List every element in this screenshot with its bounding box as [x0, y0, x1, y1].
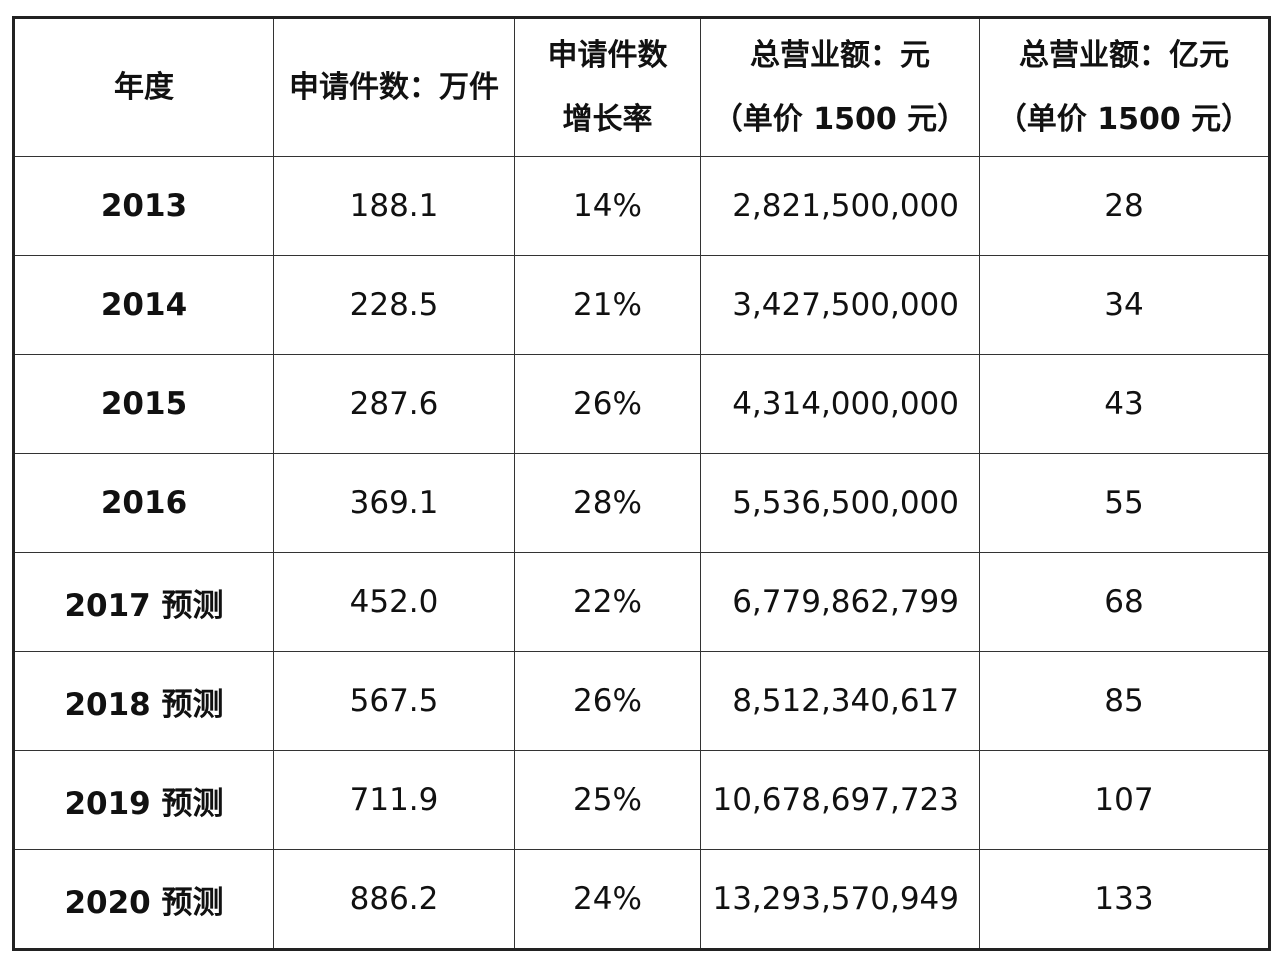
value-cell: 8,512,340,617	[700, 651, 980, 751]
value-cell: 2,821,500,000	[700, 156, 980, 256]
value-cell: 10,678,697,723	[700, 750, 980, 850]
value-cell: 26%	[514, 354, 701, 454]
value-cell: 14%	[514, 156, 701, 256]
value-cell: 3,427,500,000	[700, 255, 980, 355]
table-row: 2020 预测 886.2 24% 13,293,570,949 133	[13, 849, 1270, 950]
table-row: 2014 228.5 21% 3,427,500,000 34	[13, 255, 1270, 355]
value-cell: 85	[979, 651, 1270, 751]
value-cell: 22%	[514, 552, 701, 652]
table-row: 2016 369.1 28% 5,536,500,000 55	[13, 453, 1270, 553]
value-cell: 25%	[514, 750, 701, 850]
header-line: 总营业额：亿元	[1019, 37, 1229, 73]
header-line: （单价 1500 元）	[712, 101, 968, 137]
header-row: 年度 申请件数：万件 申请件数 增长率 总营业额：元 （单价 1500 元） 总营业额：亿元…	[13, 17, 1270, 157]
value-cell: 21%	[514, 255, 701, 355]
value-cell: 452.0	[273, 552, 515, 652]
value-cell: 26%	[514, 651, 701, 751]
year-cell: 2013	[13, 156, 274, 256]
value-cell: 287.6	[273, 354, 515, 454]
header-cell: 申请件数：万件	[273, 17, 515, 157]
header-line: 年度	[114, 69, 174, 105]
table-body: 2013 188.1 14% 2,821,500,000 28 2014 228.5 21% 3…	[13, 156, 1270, 950]
value-cell: 43	[979, 354, 1270, 454]
table-row: 2015 287.6 26% 4,314,000,000 43	[13, 354, 1270, 454]
value-cell: 228.5	[273, 255, 515, 355]
value-cell: 24%	[514, 849, 701, 950]
year-cell: 2020 预测	[13, 849, 274, 950]
table-row: 2019 预测 711.9 25% 10,678,697,723 107	[13, 750, 1270, 850]
value-cell: 68	[979, 552, 1270, 652]
value-cell: 55	[979, 453, 1270, 553]
table-row: 2018 预测 567.5 26% 8,512,340,617 85	[13, 651, 1270, 751]
header-line: 增长率	[562, 101, 653, 137]
table-row: 2013 188.1 14% 2,821,500,000 28	[13, 156, 1270, 256]
header-line: （单价 1500 元）	[996, 101, 1252, 137]
year-cell: 2017 预测	[13, 552, 274, 652]
value-cell: 6,779,862,799	[700, 552, 980, 652]
year-cell: 2018 预测	[13, 651, 274, 751]
year-cell: 2014	[13, 255, 274, 355]
value-cell: 28%	[514, 453, 701, 553]
value-cell: 711.9	[273, 750, 515, 850]
value-cell: 369.1	[273, 453, 515, 553]
year-cell: 2016	[13, 453, 274, 553]
value-cell: 133	[979, 849, 1270, 950]
year-cell: 2019 预测	[13, 750, 274, 850]
value-cell: 13,293,570,949	[700, 849, 980, 950]
value-cell: 4,314,000,000	[700, 354, 980, 454]
value-cell: 34	[979, 255, 1270, 355]
value-cell: 5,536,500,000	[700, 453, 980, 553]
value-cell: 107	[979, 750, 1270, 850]
table-row: 2017 预测 452.0 22% 6,779,862,799 68	[13, 552, 1270, 652]
header-cell: 年度	[13, 17, 274, 157]
header-line: 申请件数	[547, 37, 668, 73]
header-line: 总营业额：元	[750, 37, 930, 73]
header-cell: 总营业额：元 （单价 1500 元）	[700, 17, 980, 157]
value-cell: 28	[979, 156, 1270, 256]
header-cell: 申请件数 增长率	[514, 17, 701, 157]
year-cell: 2015	[13, 354, 274, 454]
value-cell: 188.1	[273, 156, 515, 256]
value-cell: 567.5	[273, 651, 515, 751]
value-cell: 886.2	[273, 849, 515, 950]
data-table: 年度 申请件数：万件 申请件数 增长率 总营业额：元 （单价 1500 元） 总营业额：亿元…	[12, 16, 1271, 951]
header-cell: 总营业额：亿元 （单价 1500 元）	[979, 17, 1270, 157]
header-line: 申请件数：万件	[289, 69, 499, 105]
